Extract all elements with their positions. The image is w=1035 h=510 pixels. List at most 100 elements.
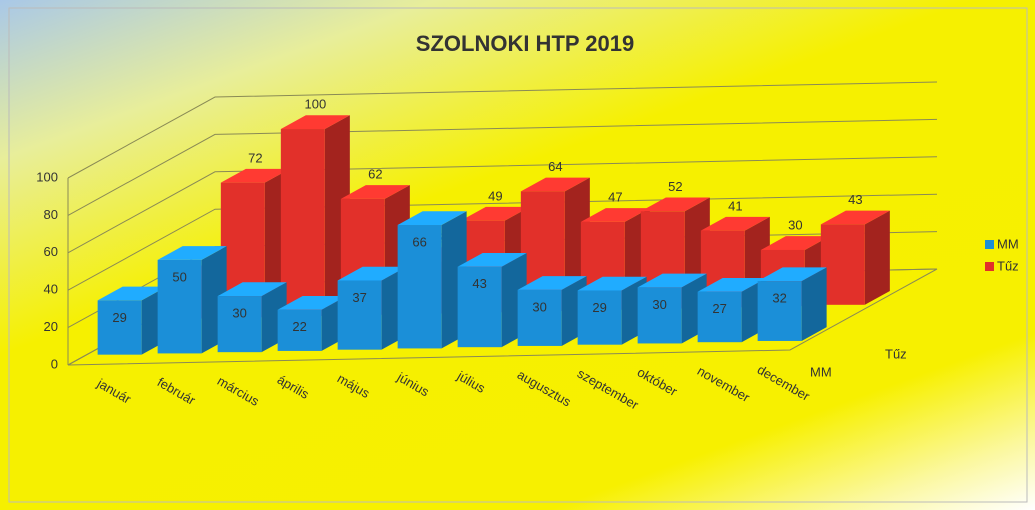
bar-top — [820, 210, 890, 225]
bar — [577, 276, 647, 345]
bar-top — [217, 282, 287, 297]
bar-top — [220, 168, 290, 183]
bar — [457, 253, 527, 348]
bar-front — [280, 129, 325, 317]
data-label: 43 — [472, 276, 486, 291]
data-label: 50 — [172, 269, 186, 284]
bar-front — [637, 287, 682, 344]
bar-top — [700, 216, 770, 231]
legend-swatch — [985, 240, 994, 249]
data-label: 52 — [668, 179, 682, 194]
bar-top — [517, 276, 587, 290]
data-label: 72 — [248, 150, 262, 165]
bar-front — [337, 280, 382, 350]
bar — [757, 267, 827, 341]
x-tick-label: augusztus — [515, 367, 574, 410]
grid-line — [67, 118, 938, 216]
bar-front — [697, 291, 742, 343]
x-tick-label: december — [755, 362, 813, 404]
data-label: 22 — [292, 319, 306, 334]
x-tick-label: április — [275, 372, 312, 402]
bar-top — [460, 206, 530, 221]
bar-top — [757, 267, 827, 282]
legend-label: Tűz — [997, 258, 1019, 273]
bar — [337, 266, 407, 350]
bar-front — [820, 224, 865, 305]
bar-top — [337, 266, 407, 281]
depth-label: Tűz — [885, 346, 907, 361]
data-label: 30 — [788, 218, 802, 233]
bar-top — [577, 276, 647, 291]
grid-line — [67, 81, 938, 179]
bar-front — [397, 225, 442, 349]
bar-front — [217, 296, 262, 353]
x-tick-label: október — [635, 364, 681, 399]
bar-front — [277, 309, 322, 351]
frame — [8, 7, 1028, 503]
y-tick-label: 100 — [36, 169, 58, 184]
bar-top — [697, 277, 767, 292]
data-label: 43 — [848, 192, 862, 207]
bar — [820, 210, 890, 305]
bar-front — [757, 281, 802, 341]
data-label: 30 — [232, 306, 246, 321]
bar — [97, 286, 167, 355]
legend-swatch — [985, 262, 994, 271]
x-tick-label: május — [335, 371, 373, 402]
bar-side — [864, 210, 890, 305]
x-tick-label: június — [394, 369, 432, 400]
bar-front — [157, 259, 202, 354]
bar-top — [277, 296, 347, 310]
bar-top — [580, 208, 650, 222]
y-tick-label: 40 — [44, 282, 58, 297]
data-label: 29 — [112, 310, 126, 325]
depth-label: MM — [810, 364, 832, 379]
data-label: 27 — [712, 301, 726, 316]
x-tick-label: november — [695, 363, 753, 405]
bar-top — [97, 286, 167, 301]
bar-top — [640, 197, 710, 212]
data-label: 41 — [728, 198, 742, 213]
data-label: 37 — [352, 290, 366, 305]
x-tick-label: február — [155, 374, 199, 408]
bar-top — [637, 273, 707, 288]
x-tick-label: július — [454, 368, 488, 397]
data-label: 30 — [652, 297, 666, 312]
bar — [517, 276, 587, 346]
bar — [217, 282, 287, 353]
data-label: 30 — [532, 299, 546, 314]
bar-front — [517, 289, 562, 346]
x-tick-label: január — [94, 375, 134, 407]
bar-top — [457, 253, 527, 267]
bar — [697, 277, 767, 343]
data-label: 49 — [488, 188, 502, 203]
x-tick-label: szeptember — [575, 366, 642, 413]
bar-front — [457, 266, 502, 348]
x-tick-label: március — [215, 373, 262, 409]
bar-top — [157, 246, 227, 260]
y-tick-label: 80 — [44, 207, 58, 222]
y-tick-label: 20 — [44, 319, 58, 334]
grid-line — [67, 156, 938, 254]
bar-top — [397, 211, 467, 226]
bar-side — [801, 267, 827, 341]
bar — [277, 296, 347, 351]
bar — [397, 211, 467, 349]
bar-top — [280, 115, 350, 130]
bar-top — [340, 185, 410, 199]
data-label: 32 — [772, 291, 786, 306]
bar — [637, 273, 707, 344]
y-tick-label: 0 — [51, 356, 58, 371]
data-label: 29 — [592, 300, 606, 315]
bar-front — [97, 300, 142, 355]
data-label: 66 — [412, 234, 426, 249]
data-label: 100 — [304, 97, 326, 112]
legend-label: MM — [997, 236, 1019, 251]
data-label: 62 — [368, 167, 382, 182]
data-label: 47 — [608, 190, 622, 205]
bar-top — [520, 177, 590, 192]
bar — [157, 246, 227, 354]
data-label: 64 — [548, 159, 562, 174]
